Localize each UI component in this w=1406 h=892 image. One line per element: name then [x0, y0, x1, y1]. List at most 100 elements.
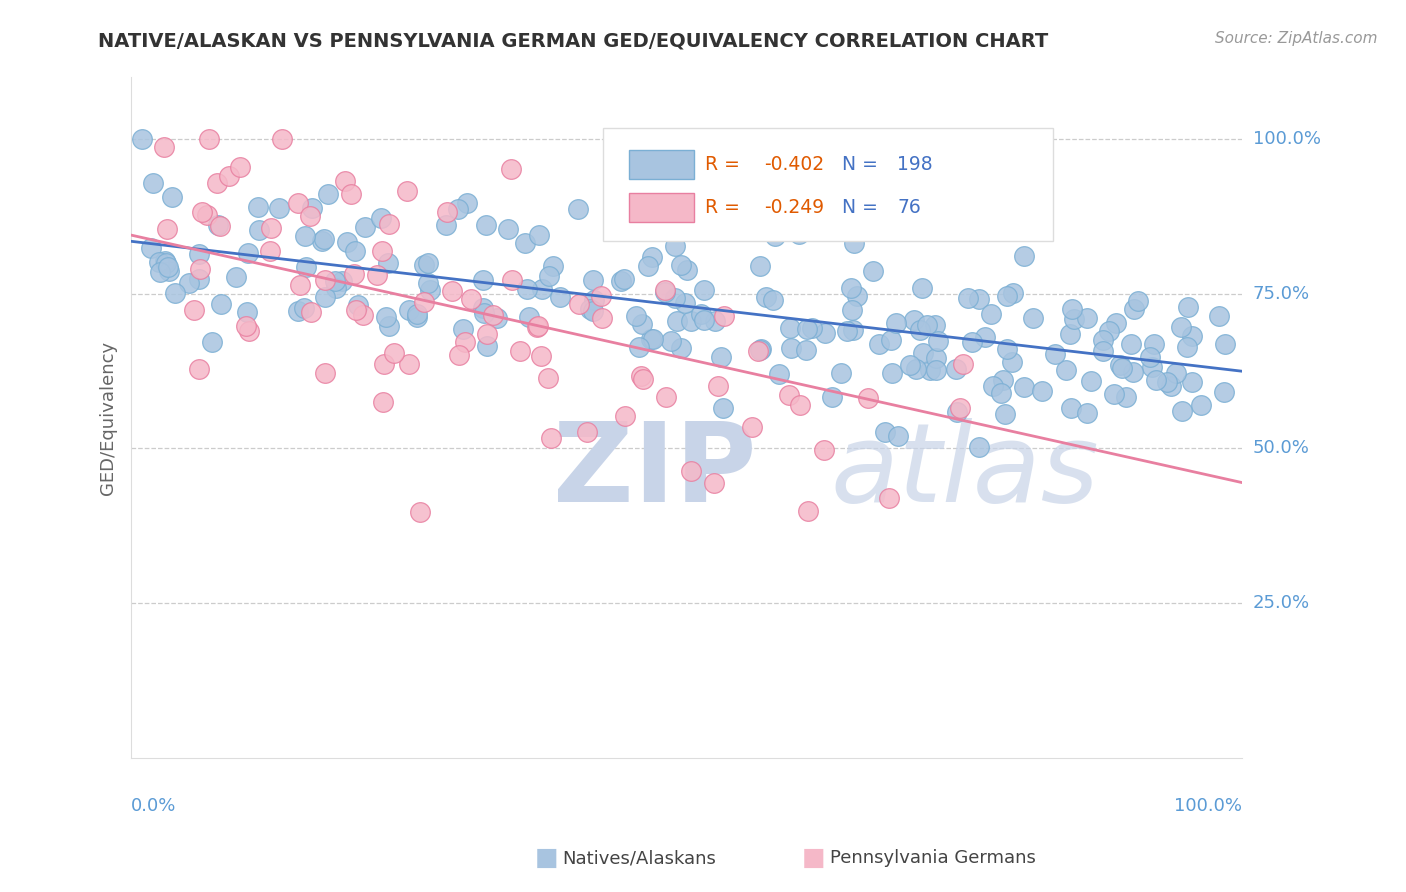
Point [160, 190, 183, 204]
Point [311, 234, 333, 248]
Point [659, 334, 682, 348]
Point [582, 304, 605, 318]
Point [156, 222, 179, 236]
Point [398, 302, 420, 317]
Point [188, 247, 211, 261]
Point [485, 310, 508, 325]
Point [474, 219, 496, 233]
Point [332, 274, 354, 288]
Point [813, 326, 835, 340]
Point [1060, 302, 1083, 317]
Point [641, 250, 664, 264]
Point [613, 272, 636, 286]
Text: atlas: atlas [831, 418, 1099, 525]
Point [956, 291, 979, 305]
Text: 50.0%: 50.0% [1253, 440, 1309, 458]
Point [235, 319, 257, 334]
Point [1063, 312, 1085, 326]
Point [884, 316, 907, 330]
Point [513, 235, 536, 250]
Point [637, 259, 659, 273]
Point [449, 348, 471, 362]
Point [779, 321, 801, 335]
Point [456, 196, 478, 211]
Point [1102, 386, 1125, 401]
Point [406, 310, 429, 325]
Point [991, 374, 1014, 388]
Point [990, 385, 1012, 400]
Point [157, 264, 180, 278]
Point [377, 255, 399, 269]
Point [841, 302, 863, 317]
Point [835, 324, 858, 338]
Point [882, 367, 904, 381]
Point [294, 229, 316, 244]
Point [195, 208, 218, 222]
Point [614, 409, 637, 424]
Text: N =: N = [842, 155, 884, 174]
Point [509, 344, 531, 359]
Text: Natives/Alaskans: Natives/Alaskans [562, 849, 716, 867]
Point [1043, 346, 1066, 360]
Point [314, 232, 336, 246]
Point [949, 401, 972, 415]
Text: ■: ■ [801, 847, 825, 870]
Point [501, 272, 523, 286]
Point [419, 284, 441, 298]
Point [780, 341, 803, 355]
Point [839, 280, 862, 294]
Point [641, 332, 664, 346]
Point [1189, 398, 1212, 412]
Point [669, 341, 692, 355]
Text: ZIP: ZIP [553, 418, 756, 525]
Point [314, 290, 336, 304]
Point [218, 169, 240, 183]
Text: -0.249: -0.249 [763, 198, 824, 217]
Point [1122, 301, 1144, 316]
Point [995, 289, 1018, 303]
Point [952, 358, 974, 372]
Point [382, 346, 405, 360]
Point [1213, 384, 1236, 399]
Point [755, 290, 778, 304]
Point [409, 505, 432, 519]
Point [664, 239, 686, 253]
Point [789, 227, 811, 241]
Point [1122, 365, 1144, 379]
Point [591, 289, 613, 303]
Point [631, 317, 654, 331]
Point [1091, 333, 1114, 347]
Point [416, 256, 439, 270]
Point [1177, 300, 1199, 314]
Point [794, 343, 817, 358]
Point [205, 177, 228, 191]
Point [960, 334, 983, 349]
Text: 76: 76 [897, 198, 921, 217]
Point [842, 323, 865, 337]
Point [654, 283, 676, 297]
Point [413, 295, 436, 310]
Point [711, 401, 734, 415]
Point [225, 269, 247, 284]
Point [862, 264, 884, 278]
Point [631, 371, 654, 385]
Point [259, 244, 281, 258]
Point [1144, 373, 1167, 387]
Point [568, 296, 591, 310]
Point [238, 246, 260, 260]
Point [654, 285, 676, 300]
Point [626, 309, 648, 323]
Point [1181, 329, 1204, 343]
Point [927, 334, 949, 349]
Point [704, 314, 727, 328]
Point [640, 332, 662, 346]
Text: 75.0%: 75.0% [1253, 285, 1310, 303]
Point [1002, 286, 1025, 301]
Point [877, 491, 900, 505]
Point [967, 440, 990, 454]
Point [898, 358, 921, 372]
Point [905, 361, 928, 376]
Point [238, 324, 260, 338]
Point [530, 349, 553, 363]
Text: 100.0%: 100.0% [1174, 797, 1241, 814]
